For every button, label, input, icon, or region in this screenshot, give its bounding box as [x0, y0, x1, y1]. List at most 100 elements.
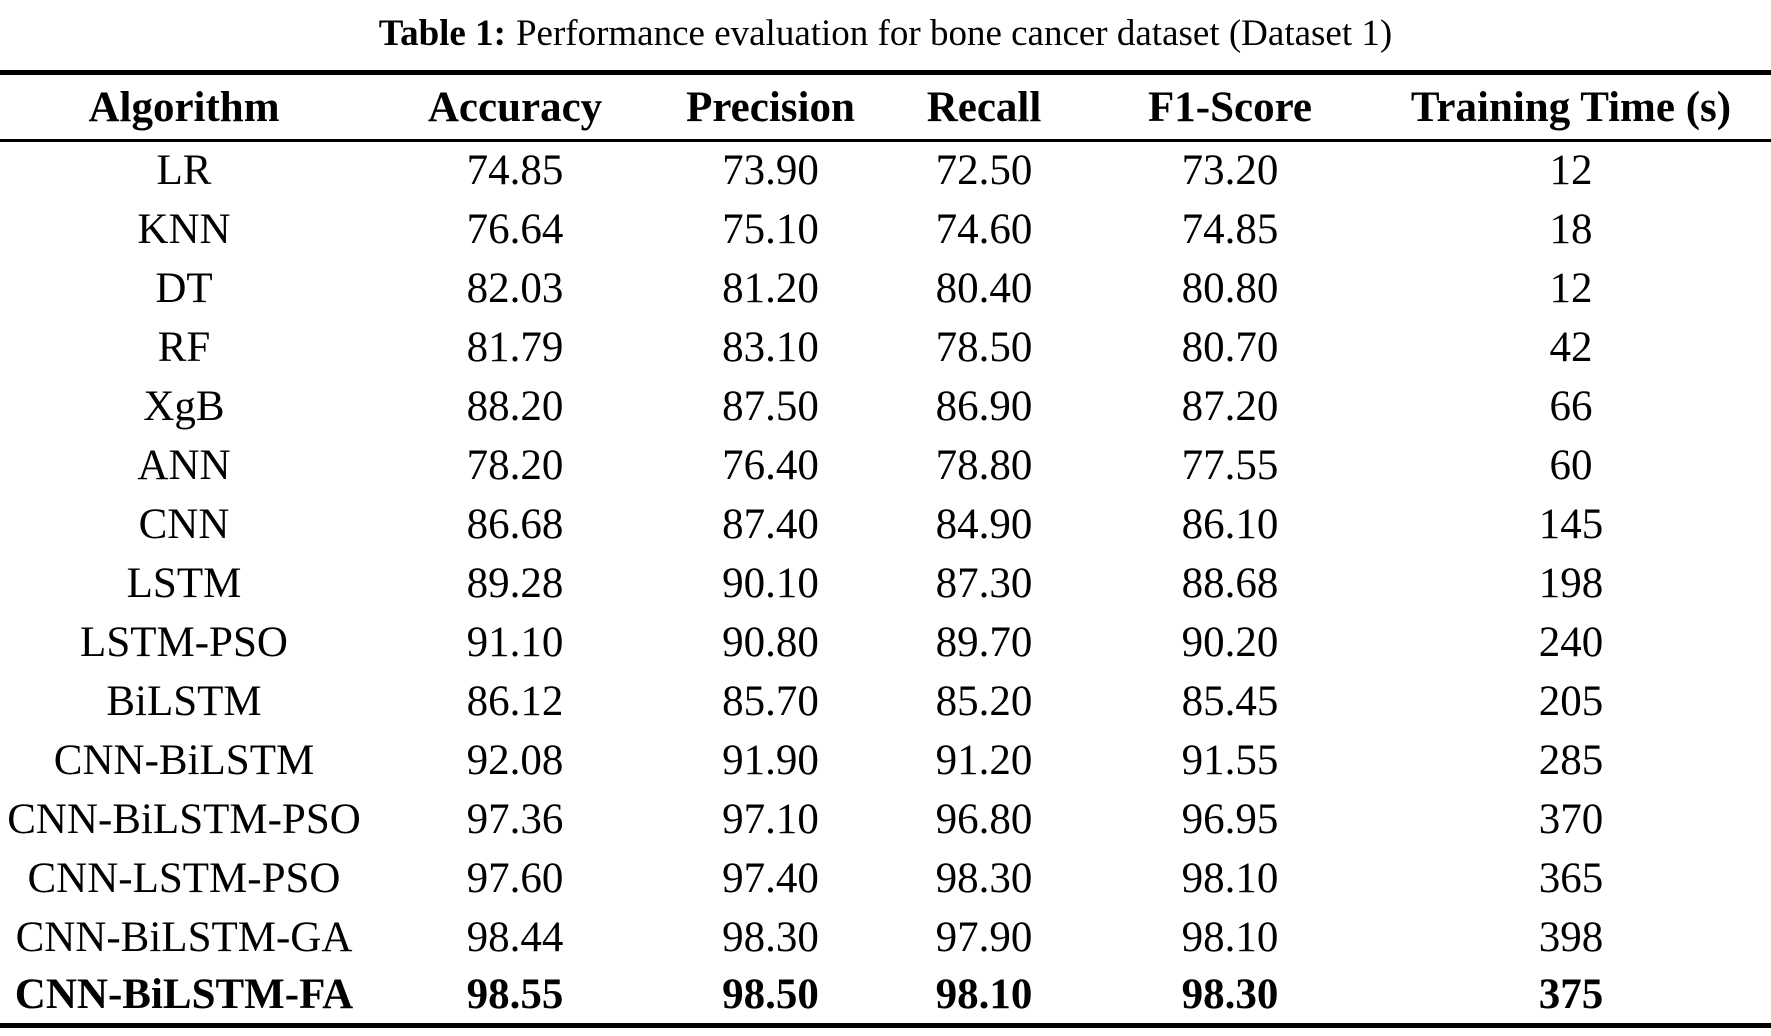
cell-algorithm: CNN-BiLSTM-PSO — [7, 795, 361, 843]
table-caption: Table 1: Performance evaluation for bone … — [0, 0, 1771, 64]
cell-algorithm: LR — [156, 147, 212, 195]
table-row: RF 81.79 83.10 78.50 80.70 42 — [0, 318, 1771, 377]
cell-training-time: 12 — [1549, 264, 1593, 312]
col-header-f1-score: F1-Score — [1148, 83, 1312, 131]
cell-accuracy: 78.20 — [466, 441, 564, 489]
cell-recall: 89.70 — [935, 618, 1033, 666]
cell-precision: 87.40 — [722, 500, 819, 548]
cell-training-time: 198 — [1538, 559, 1604, 607]
cell-algorithm: CNN-BiLSTM-FA — [14, 971, 354, 1019]
cell-recall: 80.40 — [935, 264, 1033, 312]
cell-training-time: 370 — [1538, 795, 1604, 843]
col-header-algorithm: Algorithm — [88, 83, 280, 131]
cell-precision: 98.30 — [722, 913, 819, 961]
cell-f1-score: 87.20 — [1181, 382, 1279, 430]
cell-recall: 86.90 — [935, 382, 1033, 430]
table-row: BiLSTM 86.12 85.70 85.20 85.45 205 — [0, 672, 1771, 731]
cell-f1-score: 77.55 — [1181, 441, 1279, 489]
cell-precision: 90.10 — [722, 559, 819, 607]
cell-accuracy: 97.60 — [466, 854, 564, 902]
cell-accuracy: 92.08 — [466, 736, 564, 784]
cell-f1-score: 91.55 — [1181, 736, 1279, 784]
col-header-recall: Recall — [926, 83, 1042, 131]
cell-algorithm: CNN-BiLSTM-GA — [15, 913, 353, 961]
cell-precision: 97.40 — [722, 854, 819, 902]
cell-training-time: 66 — [1549, 382, 1593, 430]
cell-accuracy: 76.64 — [466, 205, 564, 253]
cell-recall: 98.10 — [935, 971, 1033, 1019]
cell-algorithm: LSTM-PSO — [80, 618, 288, 666]
cell-recall: 85.20 — [935, 677, 1033, 725]
cell-accuracy: 81.79 — [466, 323, 564, 371]
table-header: Algorithm Accuracy Precision Recall F1-S… — [0, 73, 1771, 141]
cell-algorithm: CNN — [138, 500, 230, 548]
cell-accuracy: 86.68 — [466, 500, 564, 548]
cell-algorithm: BiLSTM — [106, 677, 262, 725]
table-row: ANN 78.20 76.40 78.80 77.55 60 — [0, 436, 1771, 495]
table-row: DT 82.03 81.20 80.40 80.80 12 — [0, 259, 1771, 318]
table-row: KNN 76.64 75.10 74.60 74.85 18 — [0, 200, 1771, 259]
cell-algorithm: LSTM — [126, 559, 242, 607]
cell-recall: 78.80 — [935, 441, 1033, 489]
cell-accuracy: 89.28 — [466, 559, 564, 607]
table-caption-label: Table 1: — [378, 13, 506, 54]
cell-precision: 98.50 — [722, 971, 819, 1019]
cell-f1-score: 96.95 — [1181, 795, 1279, 843]
table-row-proposed-method: CNN-BiLSTM-FA 98.55 98.50 98.10 98.30 37… — [0, 967, 1771, 1026]
cell-f1-score: 73.20 — [1181, 147, 1279, 195]
table-caption-text: Performance evaluation for bone cancer d… — [515, 13, 1393, 54]
cell-f1-score: 86.10 — [1181, 500, 1279, 548]
cell-accuracy: 74.85 — [466, 147, 564, 195]
cell-recall: 78.50 — [935, 323, 1033, 371]
table-row: LSTM 89.28 90.10 87.30 88.68 198 — [0, 554, 1771, 613]
table-row: XgB 88.20 87.50 86.90 87.20 66 — [0, 377, 1771, 436]
cell-recall: 98.30 — [935, 854, 1033, 902]
cell-training-time: 18 — [1549, 205, 1593, 253]
cell-f1-score: 74.85 — [1181, 205, 1279, 253]
cell-accuracy: 82.03 — [466, 264, 564, 312]
table-row: CNN-BiLSTM-GA 98.44 98.30 97.90 98.10 39… — [0, 908, 1771, 967]
cell-precision: 83.10 — [722, 323, 819, 371]
cell-recall: 87.30 — [935, 559, 1033, 607]
cell-training-time: 205 — [1538, 677, 1604, 725]
cell-recall: 74.60 — [935, 205, 1033, 253]
performance-table: Algorithm Accuracy Precision Recall F1-S… — [0, 70, 1771, 1028]
cell-accuracy: 88.20 — [466, 382, 564, 430]
cell-training-time: 365 — [1538, 854, 1604, 902]
header-row: Algorithm Accuracy Precision Recall F1-S… — [0, 73, 1771, 141]
cell-algorithm: KNN — [137, 205, 231, 253]
cell-precision: 76.40 — [722, 441, 819, 489]
cell-recall: 97.90 — [935, 913, 1033, 961]
cell-training-time: 375 — [1538, 971, 1604, 1019]
cell-accuracy: 98.44 — [466, 913, 564, 961]
cell-f1-score: 88.68 — [1181, 559, 1279, 607]
cell-precision: 97.10 — [722, 795, 819, 843]
cell-training-time: 60 — [1549, 441, 1593, 489]
cell-f1-score: 98.30 — [1181, 971, 1279, 1019]
cell-precision: 91.90 — [722, 736, 819, 784]
table-row: LSTM-PSO 91.10 90.80 89.70 90.20 240 — [0, 613, 1771, 672]
cell-recall: 84.90 — [935, 500, 1033, 548]
cell-f1-score: 98.10 — [1181, 854, 1279, 902]
cell-training-time: 42 — [1549, 323, 1593, 371]
cell-f1-score: 85.45 — [1181, 677, 1279, 725]
cell-f1-score: 90.20 — [1181, 618, 1279, 666]
cell-f1-score: 80.70 — [1181, 323, 1279, 371]
cell-precision: 85.70 — [722, 677, 819, 725]
cell-algorithm: ANN — [137, 441, 231, 489]
cell-accuracy: 91.10 — [466, 618, 564, 666]
cell-algorithm: CNN-BiLSTM — [53, 736, 315, 784]
cell-precision: 73.90 — [722, 147, 819, 195]
cell-precision: 90.80 — [722, 618, 819, 666]
cell-f1-score: 98.10 — [1181, 913, 1279, 961]
cell-accuracy: 98.55 — [466, 971, 564, 1019]
cell-algorithm: RF — [157, 323, 211, 371]
table-body: LR 74.85 73.90 72.50 73.20 12 KNN 76.64 … — [0, 141, 1771, 1026]
table-row: CNN-LSTM-PSO 97.60 97.40 98.30 98.10 365 — [0, 849, 1771, 908]
cell-recall: 72.50 — [935, 147, 1033, 195]
col-header-accuracy: Accuracy — [427, 83, 603, 131]
cell-precision: 81.20 — [722, 264, 819, 312]
cell-precision: 87.50 — [722, 382, 819, 430]
col-header-precision: Precision — [686, 83, 855, 131]
